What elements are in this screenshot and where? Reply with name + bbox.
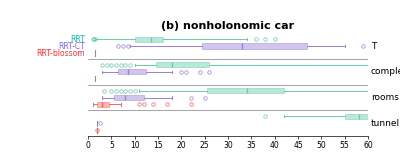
- Bar: [202, 43, 307, 49]
- Text: RRT-blossom: RRT-blossom: [36, 48, 85, 57]
- Text: rooms: rooms: [371, 93, 399, 102]
- Bar: [135, 37, 163, 42]
- Bar: [97, 102, 109, 107]
- Bar: [118, 69, 146, 74]
- Text: complex: complex: [371, 67, 400, 76]
- Bar: [345, 114, 368, 119]
- Bar: [114, 95, 144, 100]
- Bar: [156, 62, 209, 67]
- Text: RRT: RRT: [70, 35, 85, 44]
- Text: tunnel: tunnel: [371, 119, 400, 128]
- Bar: [207, 88, 284, 93]
- Title: (b) nonholonomic car: (b) nonholonomic car: [162, 21, 294, 31]
- Text: T: T: [371, 42, 376, 51]
- Text: RRT-CT: RRT-CT: [58, 42, 85, 51]
